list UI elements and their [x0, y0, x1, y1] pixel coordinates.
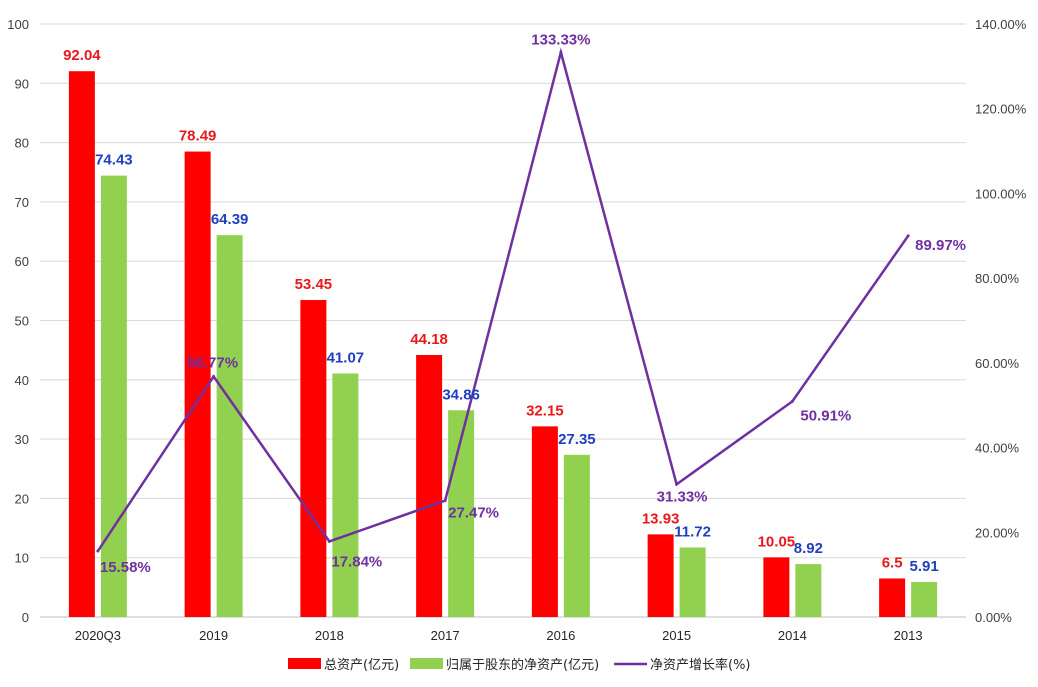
bar-net-assets: [216, 235, 243, 617]
y-right-tick-label: 40.00%: [975, 441, 1020, 456]
growth-rate-point: [327, 539, 331, 543]
label-total-assets: 92.04: [63, 47, 101, 64]
growth-rate-point: [559, 50, 563, 54]
bar-net-assets: [679, 547, 706, 617]
label-growth-rate: 27.47%: [448, 505, 499, 522]
label-total-assets: 53.45: [295, 276, 333, 293]
growth-rate-point: [675, 482, 679, 486]
bar-net-assets: [911, 581, 938, 617]
label-total-assets: 6.5: [882, 554, 903, 571]
label-growth-rate: 50.91%: [800, 407, 851, 424]
y-right-tick-label: 140.00%: [975, 17, 1027, 32]
legend-swatch: [288, 658, 321, 669]
y-left-tick-label: 80: [15, 136, 29, 151]
y-left-tick-label: 90: [15, 76, 29, 91]
bar-total-assets: [879, 578, 906, 617]
growth-rate-point: [443, 499, 447, 503]
label-net-assets: 27.35: [558, 431, 596, 448]
label-growth-rate: 17.84%: [331, 553, 382, 570]
growth-rate-point: [906, 234, 910, 238]
y-right-tick-label: 60.00%: [975, 356, 1020, 371]
bar-total-assets: [68, 71, 95, 617]
bar-total-assets: [763, 557, 790, 617]
label-net-assets: 5.91: [910, 558, 939, 575]
label-growth-rate: 56.77%: [187, 355, 238, 372]
legend-label: 归属于股东的净资产(亿元): [446, 657, 599, 673]
bar-net-assets: [100, 175, 127, 617]
x-category-label: 2016: [546, 628, 575, 643]
label-net-assets: 34.86: [442, 386, 480, 403]
label-total-assets: 78.49: [179, 128, 217, 145]
x-axis: 2020Q3 2019 2018 2017 2016 2015 2014 2013: [75, 628, 923, 643]
label-total-assets: 13.93: [642, 510, 680, 527]
growth-rate-point: [790, 399, 794, 403]
y-left-tick-label: 0: [22, 610, 29, 625]
legend-item[interactable]: 归属于股东的净资产(亿元): [410, 657, 599, 673]
label-growth-rate: 89.97%: [915, 237, 966, 254]
y-right-tick-label: 20.00%: [975, 525, 1020, 540]
legend-swatch: [410, 658, 443, 669]
bar-net-assets: [563, 454, 590, 617]
y-right-tick-label: 80.00%: [975, 271, 1020, 286]
label-total-assets: 44.18: [410, 331, 448, 348]
bar-total-assets: [647, 534, 674, 617]
x-category-label: 2014: [778, 628, 807, 643]
legend-label: 总资产(亿元): [324, 658, 399, 673]
y-left-tick-label: 100: [7, 17, 29, 32]
label-total-assets: 32.15: [526, 402, 564, 419]
legend-item[interactable]: 净资产增长率(%): [614, 657, 751, 673]
y-left-tick-label: 40: [15, 373, 29, 388]
bar-net-assets: [332, 373, 359, 617]
data-labels: 92.04 74.43 78.49 64.39 53.45 41.07 44.18 34.86…: [63, 31, 966, 576]
y-left-tick-label: 30: [15, 432, 29, 447]
x-category-label: 2019: [199, 628, 228, 643]
y-left-tick-label: 60: [15, 254, 29, 269]
label-growth-rate: 15.58%: [100, 559, 151, 576]
x-category-label: 2017: [431, 628, 460, 643]
bar-net-assets: [448, 410, 475, 617]
y-left-tick-label: 10: [15, 551, 29, 566]
label-growth-rate: 133.33%: [531, 31, 590, 48]
label-net-assets: 64.39: [211, 211, 249, 228]
y-left-tick-label: 20: [15, 491, 29, 506]
x-category-label: 2013: [894, 628, 923, 643]
bar-total-assets: [531, 426, 558, 617]
y-right-tick-label: 100.00%: [975, 186, 1027, 201]
growth-rate-point: [96, 549, 100, 553]
legend-label: 净资产增长率(%): [650, 657, 751, 673]
y-left-tick-label: 50: [15, 314, 29, 329]
bar-total-assets: [416, 355, 443, 617]
label-net-assets: 41.07: [327, 349, 365, 366]
bar-total-assets: [184, 151, 211, 617]
y-axis-right: 0.00% 20.00% 40.00% 60.00% 80.00% 100.00% 120.…: [975, 17, 1027, 625]
label-net-assets: 74.43: [95, 152, 133, 169]
legend[interactable]: 总资产(亿元) 归属于股东的净资产(亿元) 净资产增长率(%): [288, 657, 751, 673]
growth-line: [96, 47, 910, 553]
label-total-assets: 10.05: [758, 533, 796, 550]
bar-total-assets: [300, 300, 327, 617]
growth-rate-line: [96, 47, 910, 552]
y-axis-left: 0 10 20 30 40 50 60 70 80 90 100: [7, 17, 29, 625]
x-category-label: 2018: [315, 628, 344, 643]
y-right-tick-label: 120.00%: [975, 102, 1027, 117]
x-category-label: 2015: [662, 628, 691, 643]
gridlines: [40, 23, 966, 618]
growth-rate-point: [212, 375, 216, 379]
label-net-assets: 8.92: [794, 540, 823, 557]
x-category-label: 2020Q3: [75, 628, 121, 643]
label-growth-rate: 31.33%: [657, 488, 708, 505]
bar-net-assets: [795, 564, 822, 617]
legend-item[interactable]: 总资产(亿元): [288, 658, 399, 673]
label-net-assets: 11.72: [674, 524, 711, 541]
y-left-tick-label: 70: [15, 195, 29, 210]
y-right-tick-label: 0.00%: [975, 610, 1012, 625]
bars: [68, 71, 938, 617]
